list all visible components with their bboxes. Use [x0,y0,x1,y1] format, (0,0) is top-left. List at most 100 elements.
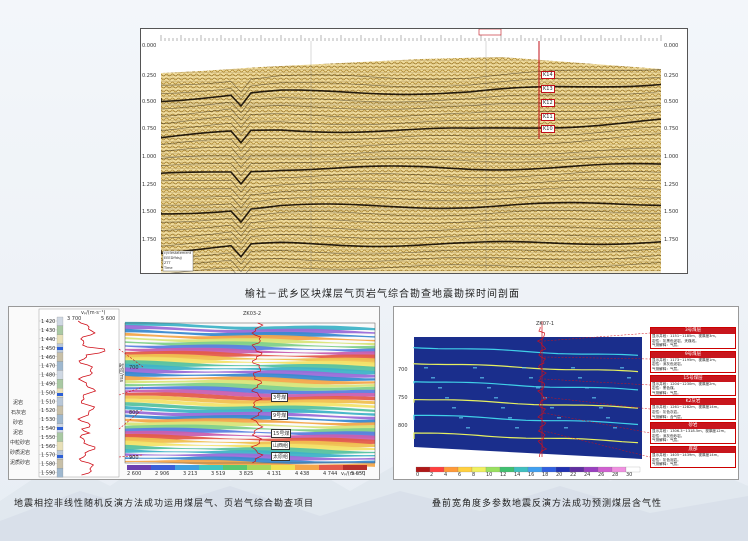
legend-item: Time [164,266,173,270]
lithology-label: 泥质砂岩 [10,460,31,466]
velocity-label: vₚ/(m·s⁻¹) [81,310,106,316]
layer-tag: 15号煤 [271,429,292,438]
time-label: 0.500 [142,99,157,105]
well-log-and-inversion: 1 420 1 430 1 440 1 450 1 460 1 470 1 480 1 490… [38,308,376,478]
colorbar-tick: 20 [556,472,563,478]
colorbar-tick: 2 906 [155,471,170,477]
time-label-right: 1.500 [664,209,679,215]
time-label-right: 0.000 [664,43,679,49]
lithology-label: 泥岩 [13,430,24,436]
colorbar-tick: 4 131 [267,471,282,477]
time-axis-label: 时间/ms [118,363,124,383]
inversion-panel: 泥岩 石灰岩 砂岩 泥岩 中粒砂岩 砂质泥岩 泥质砂岩 1 420 1 430 1 … [8,306,380,480]
box-line: 岩性：黑色煤。 [652,386,678,391]
colorbar-tick: 3 825 [239,471,254,477]
velocity-min: 3 700 [67,316,82,322]
colorbar-tick: 0 [416,472,420,478]
colorbar-tick: 8 [472,472,476,478]
colorbar-tick: 2 600 [127,471,142,477]
depth-tick: 1 560 [41,444,55,450]
top-caption: 榆社－武乡区块煤层气页岩气综合勘查地震勘探时间剖面 [245,289,520,300]
time-label-right: 0.500 [664,99,679,105]
horizon-tag: K13 [541,85,555,93]
time-label: 0.750 [142,126,157,132]
colorbar-tick: 6 [458,472,462,478]
depth-tick: 1 510 [41,399,55,405]
depth-tick: 1 590 [41,471,55,477]
colorbar-tick: 4 744 [323,471,338,477]
box-title: 15号煤层 [651,375,735,382]
depth-tick: 1 540 [41,426,55,432]
box-line: 气测解释：气层。 [652,462,681,467]
box-line: 气测解释：气层。 [652,343,681,348]
box-title: 9号煤层 [651,351,735,358]
box-line: 显示井段：1306.3~1318.5m，视厚度12m。 [652,429,728,434]
box-line: 气测解释：气层。 [652,390,681,395]
colorbar-tick: 26 [598,472,605,478]
well-name: ZK07-1 [536,321,555,327]
colorbar-tick: 12 [500,472,507,478]
depth-tick: 1 530 [41,417,55,423]
depth-tick: 1 550 [41,435,55,441]
colorbar-tick: 10 [486,472,493,478]
bottom-right-caption: 叠前宽角度多参数地震反演方法成功预测煤层含气性 [432,499,663,509]
time-label-right: 0.750 [664,126,679,132]
box-line: 显示井段：1405~1439m，视厚度14m。 [652,452,721,457]
gas-interpretation-box: 9号煤层 显示井段：1173~1195m，视厚度1m。 岩性：深灰色泥岩。 气测解释：… [650,350,736,373]
lithology-label: 砂岩 [13,420,24,426]
colorbar-tick: 5 050 [351,471,366,477]
legend-item: EEEDffdsjj [164,256,182,260]
box-line: 气测解释：含气层。 [652,414,685,419]
box-line: 岩性：灰色灰岩。 [652,409,681,414]
box-title: K2灰岩 [651,399,735,406]
depth-tick: 1 580 [41,462,55,468]
gas-interpretation-box: 15号煤层 显示井段：1204~1230m，视厚度2m。 岩性：黑色煤。 气测解释：气… [650,374,736,397]
lithology-legend: 泥岩 石灰岩 砂岩 泥岩 中粒砂岩 砂质泥岩 泥质砂岩 [9,399,37,479]
time-label: 1.500 [142,209,157,215]
box-line: 显示井段：1151~1185m，视厚度3m。 [652,334,719,338]
colorbar-tick: 28 [612,472,619,478]
colorbar-unit: vₚ/(m·s⁻¹) [341,471,366,477]
box-line: 显示井段：1173~1195m，视厚度1m。 [652,357,719,362]
depth-tick: 1 420 [41,319,55,325]
depth-tick: 1 520 [41,408,55,414]
prestack-inversion-image [413,321,651,473]
colorbar-tick: 3 519 [211,471,226,477]
time-label: 1.250 [142,182,157,188]
box-line: 显示井段：1261~1282m，视厚度14m。 [652,405,721,410]
time-label: 0.000 [142,43,157,49]
colorbar-tick: 4 438 [295,471,310,477]
colorbar-tick: 2 [430,472,434,478]
depth-tick: 1 480 [41,373,55,379]
horizon-tag: K12 [541,99,555,107]
time-label-right: 1.750 [664,237,679,243]
time-tick: 900 [129,455,139,461]
colorbar-tick: 22 [570,472,577,478]
time-tick: 800 [129,410,139,416]
legend-item: cyclestatement [164,251,192,255]
layer-tag: 9号煤 [271,411,289,420]
box-line: 气测解释：气层。 [652,366,681,371]
horizon-tag: K11 [541,113,555,121]
time-label: 1.750 [142,237,157,243]
colorbar-tick: 14 [514,472,521,478]
box-line: 岩性：深灰色砂岩。 [652,433,685,438]
time-label-right: 1.000 [664,154,679,160]
bottom-left-caption: 地震相控非线性随机反演方法成功运用煤层气、页岩气综合勘查项目 [14,499,315,509]
time-label: 0.250 [142,73,157,79]
prestack-panel: ZK07-1 700 750 800 3号煤层 显示井段：1151~1185m，视… [393,306,739,480]
colorbar-tick: 30 [626,472,633,478]
horizon-tag: K10 [541,125,555,133]
legend-item: ZTT [164,261,171,265]
depth-tick: 1 470 [41,364,55,370]
box-line: 气测解释：气层。 [652,438,681,443]
depth-tick: 1 440 [41,337,55,343]
velocity-max: 5 600 [101,316,116,322]
depth-tick: 1 500 [41,390,55,396]
colorbar-tick: 3 213 [183,471,198,477]
depth-tick: 1 570 [41,453,55,459]
lithology-label: 石灰岩 [11,410,27,416]
lithology-label: 中粒砂岩 [10,440,31,446]
time-tick: 700 [129,365,139,371]
gas-interpretation-box: 3号煤层 显示井段：1151~1185m，视厚度3m。 岩性：灰黑色泥岩，夹煤线。气… [650,327,736,349]
